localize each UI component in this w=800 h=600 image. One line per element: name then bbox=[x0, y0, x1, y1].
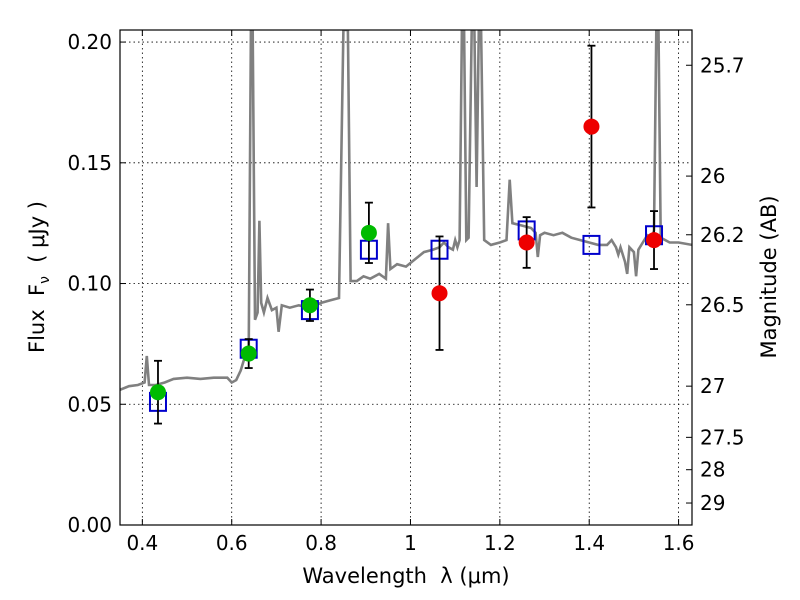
right-tick-label: 28 bbox=[700, 458, 725, 482]
y-tick-label: 0.15 bbox=[67, 151, 112, 175]
right-tick-label: 29 bbox=[700, 491, 725, 515]
markers bbox=[148, 44, 664, 425]
x-tick-label: 1.2 bbox=[484, 531, 516, 555]
x-axis-title: Wavelength λ (μm) bbox=[302, 564, 509, 588]
observed-flux-point bbox=[583, 118, 600, 135]
right-tick-label: 27 bbox=[700, 374, 725, 398]
observed-flux-point bbox=[431, 285, 448, 302]
plot-frame bbox=[119, 29, 693, 526]
y-tick-label: 0.20 bbox=[67, 30, 112, 54]
x-tick-label: 0.4 bbox=[126, 531, 158, 555]
y-tick-label: 0.10 bbox=[67, 272, 112, 296]
y-axis-title: Flux Fν ( μJy ) bbox=[25, 201, 53, 353]
right-tick-label: 27.5 bbox=[700, 425, 745, 449]
right-tick-label: 26 bbox=[700, 164, 725, 188]
right-tick-label: 26.2 bbox=[700, 223, 745, 247]
right-tick-label: 26.5 bbox=[700, 293, 745, 317]
observed-flux-point bbox=[360, 224, 377, 241]
observed-flux-point bbox=[149, 384, 166, 401]
x-tick-label: 1 bbox=[404, 531, 417, 555]
grid bbox=[120, 30, 692, 526]
x-tick-label: 0.8 bbox=[305, 531, 337, 555]
right-tick-label: 25.7 bbox=[700, 53, 745, 77]
right-axis-title: Magnitude (AB) bbox=[757, 195, 781, 358]
x-tick-label: 0.6 bbox=[216, 531, 248, 555]
axis-ticks: 0.4 0.6 0.8 1 1.2 1.4 1.6 0.00 0.05 0.10 0.15 0.20 2… bbox=[67, 30, 745, 555]
observed-flux-point bbox=[240, 345, 257, 362]
plot-area bbox=[120, 30, 692, 425]
y-tick-label: 0.05 bbox=[67, 392, 112, 416]
observed-flux-point bbox=[301, 297, 318, 314]
x-tick-label: 1.6 bbox=[663, 531, 695, 555]
spectrum-line bbox=[120, 30, 692, 392]
observed-flux-point bbox=[646, 232, 663, 249]
x-tick-label: 1.4 bbox=[573, 531, 605, 555]
y-tick-label: 0.00 bbox=[67, 513, 112, 537]
observed-flux-point bbox=[518, 234, 535, 251]
model-flux-square bbox=[582, 234, 601, 255]
